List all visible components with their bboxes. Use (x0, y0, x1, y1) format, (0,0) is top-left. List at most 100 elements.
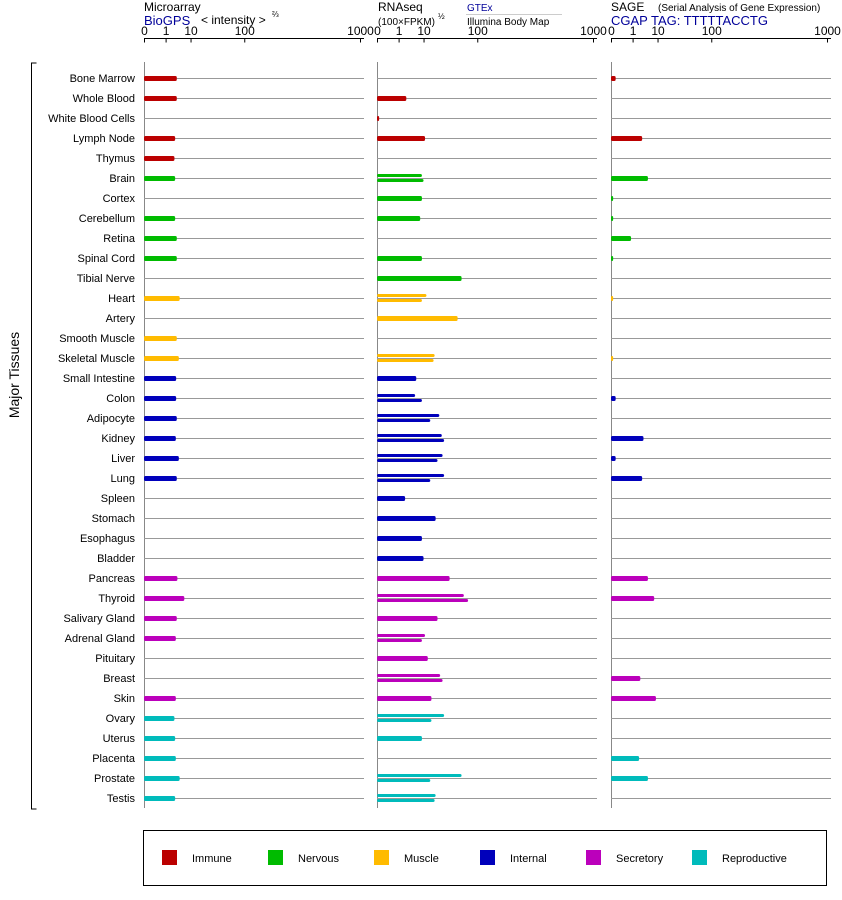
rnaseq-bar (377, 774, 462, 777)
microarray-bar (144, 216, 176, 221)
microarray-bar (144, 256, 177, 261)
microarray-bar (144, 236, 177, 241)
tissue-label: Adrenal Gland (65, 633, 135, 645)
tissue-label: Thymus (96, 153, 136, 165)
tissue-label: White Blood Cells (48, 113, 135, 125)
sage-title: SAGE (611, 0, 644, 14)
tissue-label: Salivary Gland (63, 613, 135, 625)
sage-bar (611, 136, 643, 141)
rnaseq-unit-exp: ½ (438, 12, 445, 21)
sage-bar (611, 236, 632, 241)
microarray-source: BioGPS (144, 13, 191, 28)
tissue-label: Pancreas (89, 573, 136, 585)
reproductive-legend-label: Reproductive (722, 853, 787, 865)
major-tissues-label: Major Tissues (6, 332, 22, 418)
tissue-label: Smooth Muscle (59, 333, 135, 345)
tissue-label: Skin (114, 693, 135, 705)
tissue-label: Brain (109, 173, 135, 185)
tissue-label: Cerebellum (79, 213, 135, 225)
nervous-legend-swatch (268, 850, 283, 865)
rnaseq-bar (377, 799, 435, 802)
rnaseq-bar (377, 496, 406, 501)
microarray-bar (144, 756, 176, 761)
rnaseq-bar (377, 674, 441, 677)
rnaseq-bar (377, 656, 428, 661)
sage-bar (611, 676, 641, 681)
sage-bar (611, 216, 614, 221)
sage-bar (611, 756, 640, 761)
rnaseq-bar (377, 439, 445, 442)
rnaseq-bar (377, 516, 436, 521)
rnaseq-tick-label: 1 (396, 24, 403, 38)
tissue-label: Retina (103, 233, 136, 245)
tissue-label: Testis (107, 793, 136, 805)
microarray-bar (144, 416, 177, 421)
microarray-bar (144, 376, 177, 381)
sage-tick-label: 10 (651, 24, 665, 38)
tissue-label: Pituitary (95, 653, 135, 665)
rnaseq-bar (377, 719, 432, 722)
sage-bar (611, 196, 614, 201)
sage-bar (611, 476, 643, 481)
sage-bar (611, 176, 648, 181)
rnaseq-source-illumina: Illumina Body Map (467, 17, 550, 28)
tissue-label: Ovary (106, 713, 136, 725)
rnaseq-bar (377, 179, 424, 182)
sage-bar (611, 256, 614, 261)
tissue-label: Colon (106, 393, 135, 405)
tissue-label: Whole Blood (73, 93, 135, 105)
rnaseq-source-gtex: GTEx (467, 3, 493, 14)
rnaseq-bar (377, 536, 422, 541)
immune-legend-label: Immune (192, 853, 232, 865)
rnaseq-bar (377, 679, 443, 682)
sage-bar (611, 696, 656, 701)
rnaseq-bar (377, 276, 462, 281)
microarray-bar (144, 716, 175, 721)
rnaseq-bar (377, 196, 422, 201)
rnaseq-bar (377, 599, 469, 602)
microarray-bar (144, 576, 178, 581)
tissue-label: Liver (111, 453, 135, 465)
rnaseq-unit: (100×FPKM) (378, 17, 435, 28)
rnaseq-bar (377, 454, 443, 457)
microarray-bar (144, 436, 176, 441)
rnaseq-bar (377, 634, 426, 637)
rnaseq-bar (377, 594, 464, 597)
tissue-label: Heart (108, 293, 135, 305)
tissue-label: Tibial Nerve (77, 273, 135, 285)
rnaseq-bar (377, 394, 416, 397)
tissue-label: Lymph Node (73, 133, 135, 145)
secretory-legend-label: Secretory (616, 853, 664, 865)
rnaseq-tick-label: 10 (417, 24, 431, 38)
rnaseq-bar (377, 96, 407, 101)
sage-bar (611, 356, 614, 361)
rnaseq-bar (377, 474, 445, 477)
muscle-legend-label: Muscle (404, 853, 439, 865)
tissue-label: Esophagus (80, 533, 136, 545)
microarray-bar (144, 336, 177, 341)
rnaseq-bar (377, 434, 442, 437)
tissue-label: Lung (111, 473, 135, 485)
rnaseq-bar (377, 459, 438, 462)
sage-bar (611, 76, 616, 81)
rnaseq-tick-label: 100 (468, 24, 488, 38)
muscle-legend-swatch (374, 850, 389, 865)
tissue-label: Adipocyte (87, 413, 135, 425)
secretory-legend-swatch (586, 850, 601, 865)
sage-tick-label: 0 (608, 24, 615, 38)
rnaseq-bar (377, 316, 458, 321)
immune-legend-swatch (162, 850, 177, 865)
sage-tick-label: 100 (702, 24, 722, 38)
rnaseq-tick-label: 1000 (580, 24, 607, 38)
tissue-label: Cortex (103, 193, 136, 205)
microarray-unit-exp: ⅔ (272, 10, 279, 19)
microarray-bar (144, 776, 180, 781)
tissue-label: Spinal Cord (78, 253, 135, 265)
sage-tag: CGAP TAG: TTTTTACCTG (611, 13, 768, 28)
microarray-bar (144, 296, 180, 301)
sage-bar (611, 576, 648, 581)
microarray-bar (144, 476, 177, 481)
microarray-tick-label: 0 (141, 24, 148, 38)
rnaseq-bar (377, 696, 432, 701)
